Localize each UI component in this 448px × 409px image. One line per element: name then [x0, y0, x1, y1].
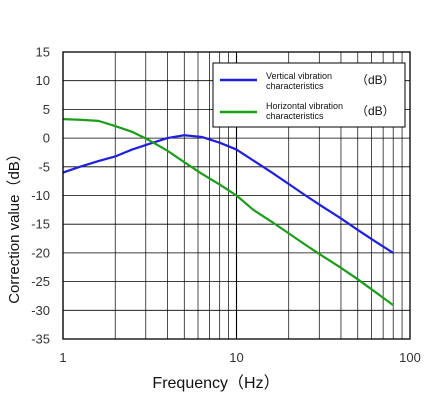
x-tick-label: 100 [399, 350, 421, 365]
legend-label-vertical-line2: characteristics [266, 81, 324, 91]
y-tick-label: 15 [36, 45, 50, 60]
y-tick-label: -35 [31, 332, 50, 347]
legend-label-horizontal-line2: characteristics [266, 111, 324, 121]
legend-box [212, 62, 406, 128]
y-tick-label: -5 [38, 159, 50, 174]
y-tick-label: -10 [31, 188, 50, 203]
y-tick-label: -30 [31, 303, 50, 318]
horizontal-vibration-line [62, 118, 394, 307]
y-tick-label: 0 [43, 131, 50, 146]
y-tick-labels: 15 10 5 0 -5 -10 -15 -20 -25 -30 -35 [31, 45, 50, 347]
x-tick-labels: 1 10 100 [59, 350, 420, 365]
legend-label-horizontal-line1: Horizontal vibration [266, 101, 343, 111]
y-axis-title: Correction value（dB） [6, 146, 23, 304]
y-tick-label: -15 [31, 217, 50, 232]
legend: Vertical vibration characteristics （dB） … [212, 62, 406, 128]
legend-unit-horizontal: （dB） [356, 104, 395, 118]
data-series [62, 118, 394, 307]
x-tick-label: 1 [59, 350, 66, 365]
y-tick-label: -20 [31, 245, 50, 260]
x-axis-title: Frequency（Hz） [152, 374, 279, 392]
plot-frame [62, 51, 411, 340]
legend-unit-vertical: （dB） [356, 73, 395, 87]
vertical-vibration-line [62, 134, 394, 254]
legend-label-vertical-line1: Vertical vibration [266, 71, 332, 81]
y-tick-label: -25 [31, 274, 50, 289]
x-tick-label: 10 [229, 350, 243, 365]
y-tick-label: 10 [36, 73, 50, 88]
y-tick-label: 5 [43, 102, 50, 117]
